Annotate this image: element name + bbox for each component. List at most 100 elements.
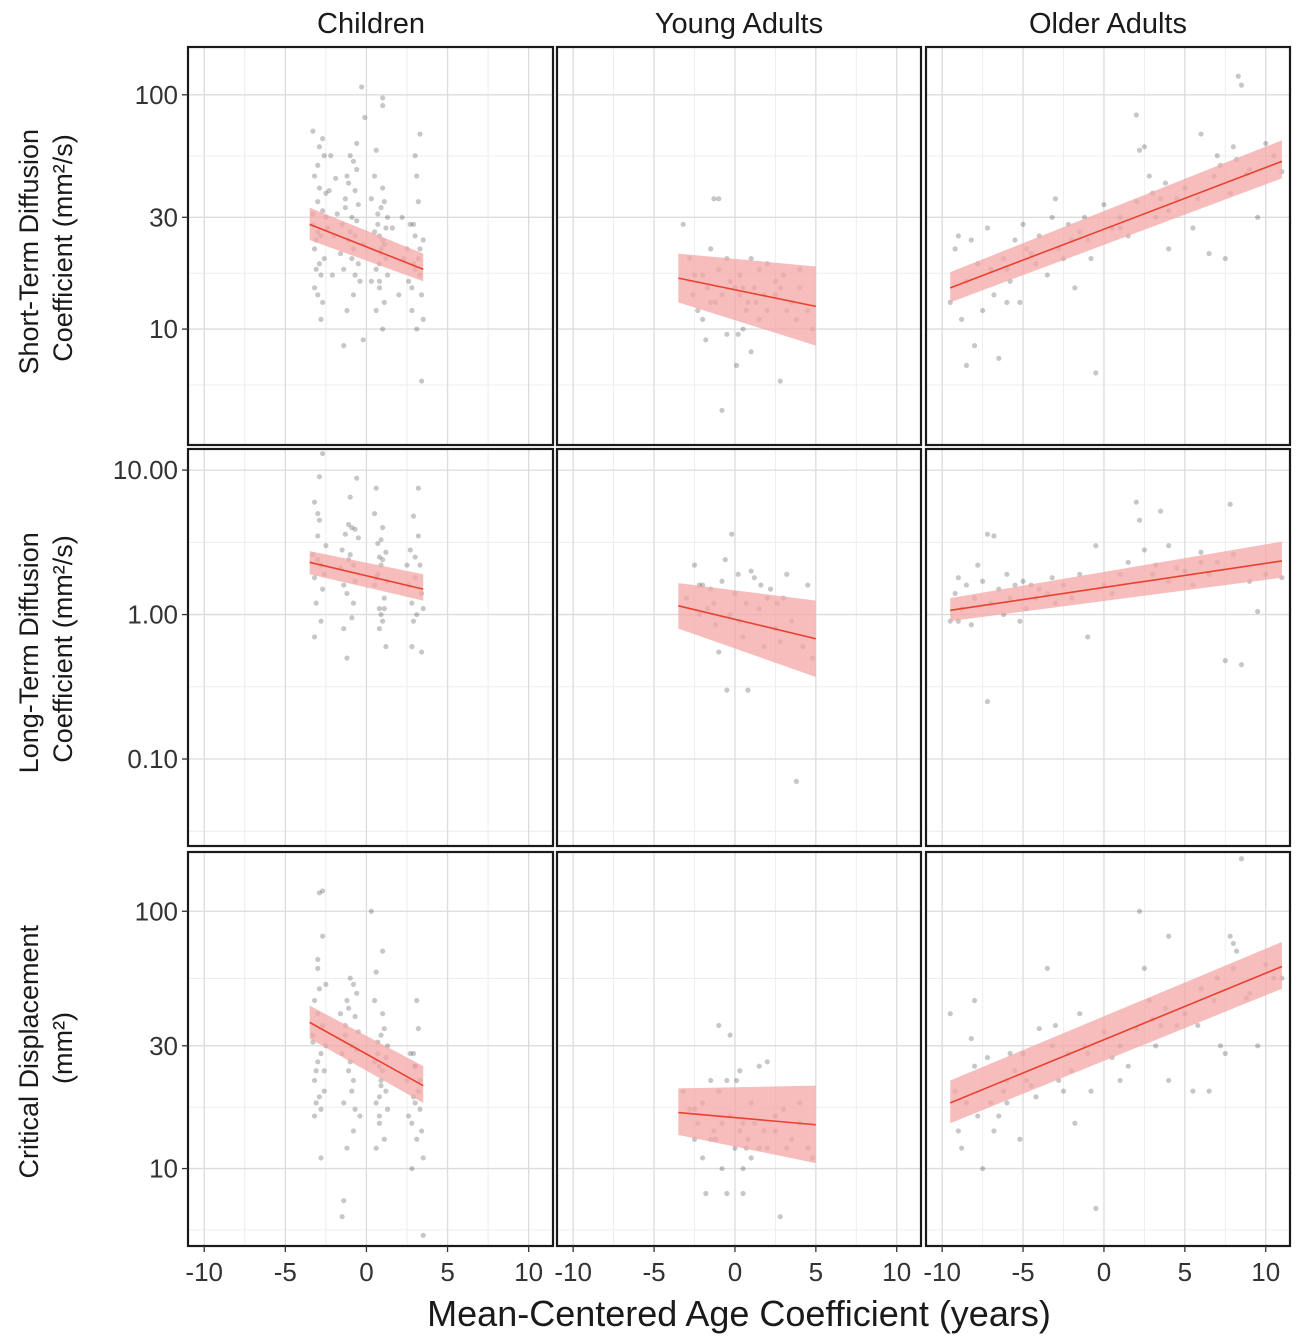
data-point (996, 355, 1002, 361)
data-point (378, 611, 384, 618)
data-point (349, 214, 355, 220)
data-point (409, 644, 415, 650)
data-point (1222, 255, 1228, 262)
data-point (412, 1100, 418, 1106)
data-point (344, 590, 350, 597)
data-point (1227, 933, 1233, 939)
data-point (349, 524, 355, 531)
data-point (381, 299, 387, 305)
data-point (419, 649, 425, 655)
panel-older-adults-row-2 (924, 447, 1292, 848)
data-point (1012, 237, 1018, 243)
data-point (380, 185, 386, 191)
data-point (368, 196, 374, 202)
data-point (758, 582, 764, 588)
panel-older-adults-row-3 (924, 850, 1292, 1248)
panel-older-adults-row-1 (924, 45, 1292, 447)
row-label-critical-displacement: Critical Displacement (mm²) (14, 917, 78, 1178)
data-point (1017, 1136, 1023, 1142)
data-point (381, 595, 387, 601)
data-point (321, 153, 327, 159)
data-point (1206, 250, 1212, 257)
data-point (375, 540, 381, 547)
data-point (347, 153, 353, 159)
data-point (1162, 180, 1169, 186)
data-point (407, 547, 413, 553)
x-tick-label: 5 (440, 1257, 454, 1287)
data-point (344, 997, 350, 1004)
data-point (414, 611, 420, 618)
data-point (1033, 1094, 1039, 1100)
y-tick-label: 100 (135, 896, 178, 926)
row-label-short-term-diffusion: Short-Term Diffusion Coefficient (mm²/s) (14, 121, 78, 374)
data-point (371, 229, 378, 235)
data-point (350, 158, 357, 164)
data-point (316, 517, 322, 523)
data-point (376, 285, 383, 291)
data-point (376, 278, 383, 284)
data-point (1206, 1088, 1212, 1094)
data-point (1141, 965, 1147, 971)
data-point (399, 214, 405, 220)
data-point (740, 1165, 746, 1172)
data-point (352, 272, 358, 278)
data-point (708, 1077, 714, 1084)
data-point (724, 687, 730, 693)
data-point (412, 233, 418, 239)
data-point (316, 474, 322, 480)
data-point (1012, 582, 1018, 588)
data-point (360, 337, 366, 343)
regression-line (678, 1111, 816, 1126)
data-point (971, 343, 978, 349)
x-tick-label: 10 (882, 1257, 911, 1287)
data-point (1166, 543, 1172, 549)
data-point (716, 1022, 722, 1029)
data-point (381, 605, 387, 612)
data-point (383, 225, 389, 231)
data-point (375, 211, 381, 217)
data-point (341, 582, 347, 588)
data-point (380, 1011, 386, 1017)
data-point (748, 568, 754, 574)
column-label-children: Children (317, 8, 425, 40)
grid (188, 852, 553, 1246)
data-point (968, 237, 974, 243)
data-point (362, 114, 368, 121)
data-point (406, 1113, 412, 1119)
y-axis-row-3: 10 30 100 (135, 896, 188, 1184)
data-point (991, 292, 997, 298)
data-point (1238, 82, 1245, 88)
data-point (339, 1214, 345, 1220)
data-point (1049, 214, 1055, 220)
panel-young-adults-row-3 (555, 850, 923, 1248)
data-point (407, 1050, 413, 1057)
data-point (346, 1068, 352, 1074)
data-point (1020, 221, 1026, 227)
data-point (350, 600, 357, 606)
data-point (1217, 1043, 1224, 1049)
data-point (748, 1155, 754, 1161)
data-point (1004, 571, 1010, 577)
data-point (334, 211, 340, 217)
data-point (380, 95, 386, 101)
data-point (419, 292, 425, 298)
data-point (316, 144, 322, 150)
data-point (352, 188, 358, 194)
data-point (777, 1214, 783, 1220)
confidence-band (309, 207, 424, 282)
data-point (412, 153, 418, 159)
data-point (354, 218, 360, 224)
row-label-line: Coefficient (mm²/s) (48, 535, 78, 763)
data-point (1166, 933, 1172, 939)
data-point (971, 997, 978, 1004)
data-point (1052, 1022, 1059, 1029)
data-point (373, 266, 379, 272)
data-point (342, 205, 348, 211)
data-point (313, 1100, 319, 1106)
data-point (1017, 299, 1023, 305)
data-point (352, 1106, 358, 1112)
data-point (354, 990, 360, 996)
data-point (708, 246, 714, 252)
data-point (1141, 144, 1147, 150)
confidence-band (678, 253, 816, 346)
